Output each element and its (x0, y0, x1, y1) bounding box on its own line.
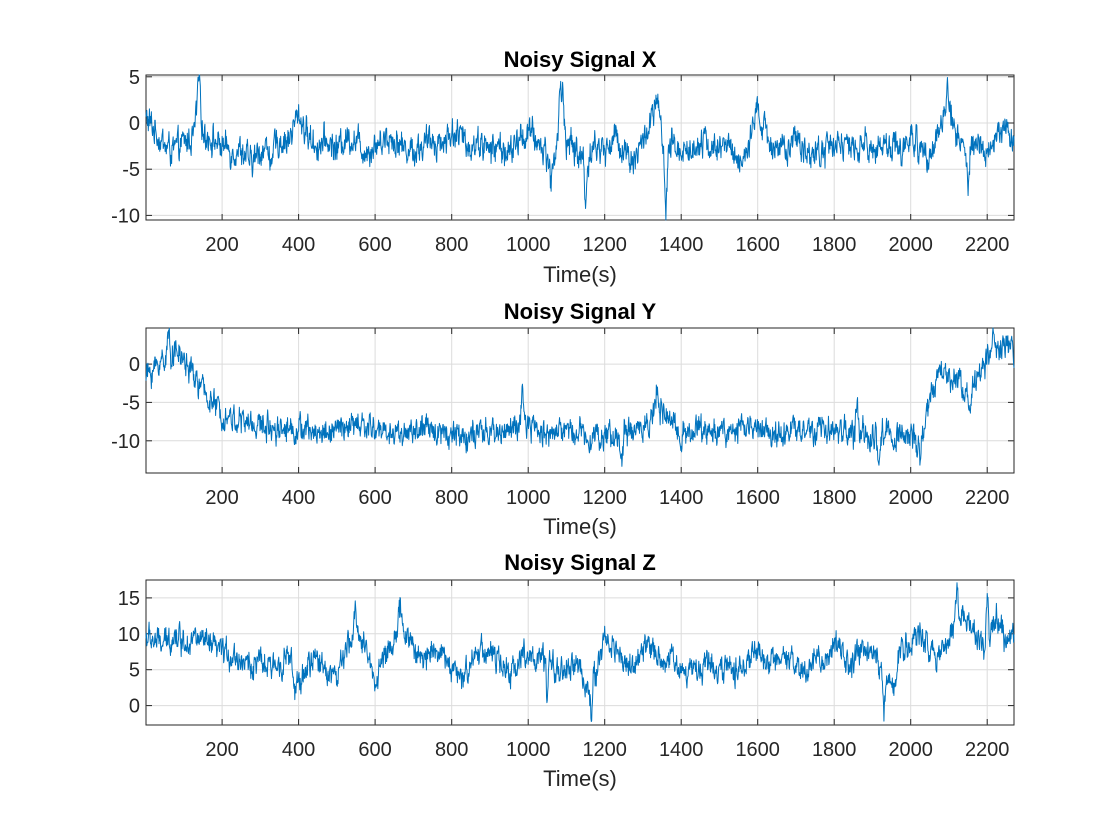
x-tick-label: 1800 (812, 739, 857, 761)
x-tick-label: 400 (282, 487, 315, 509)
x-tick-label: 200 (205, 739, 238, 761)
subplot-title-x: Noisy Signal X (504, 47, 657, 72)
x-tick-label: 1400 (659, 234, 704, 256)
x-tick-label: 2000 (888, 234, 933, 256)
subplot-y: 200 400 600 800 1000 1200 1400 1600 1800 2000 2200… (111, 299, 1015, 539)
y-tick-label: -10 (111, 431, 140, 453)
subplot-title-y: Noisy Signal Y (504, 299, 657, 324)
x-tick-label: 800 (435, 487, 468, 509)
y-tick-label: -5 (122, 392, 140, 414)
x-tick-label: 1800 (812, 487, 857, 509)
tick-marks (146, 580, 1014, 725)
y-tick-labels: 0 5 10 15 (118, 588, 140, 718)
x-tick-label: 2000 (888, 739, 933, 761)
x-tick-label: 1600 (735, 487, 780, 509)
y-tick-label: 10 (118, 624, 140, 646)
grid (146, 580, 1014, 725)
x-axis-label-z: Time(s) (543, 766, 617, 791)
subplot-x: 200 400 600 800 1000 1200 1400 1600 1800 2000 2200… (111, 47, 1015, 287)
subplot-z: 200 400 600 800 1000 1200 1400 1600 1800 2000 2200… (118, 550, 1015, 791)
grid (146, 75, 1014, 220)
y-tick-labels: -10 -5 0 5 (111, 67, 140, 228)
x-tick-label: 1600 (735, 739, 780, 761)
y-tick-label: -5 (122, 159, 140, 181)
x-tick-label: 1600 (735, 234, 780, 256)
x-tick-label: 800 (435, 234, 468, 256)
x-tick-label: 400 (282, 234, 315, 256)
signal-y-line (145, 327, 1015, 467)
y-tick-label: 0 (129, 354, 140, 376)
x-tick-label: 2200 (965, 234, 1010, 256)
grid (146, 328, 1014, 473)
x-tick-label: 1200 (582, 487, 627, 509)
signal-z-line (145, 582, 1015, 722)
signal-x-line (145, 74, 1015, 221)
y-tick-labels: -10 -5 0 (111, 354, 140, 453)
x-tick-label: 1000 (506, 487, 551, 509)
x-tick-label: 1200 (582, 739, 627, 761)
x-tick-label: 600 (358, 739, 391, 761)
x-tick-label: 1200 (582, 234, 627, 256)
y-tick-label: 15 (118, 588, 140, 610)
x-tick-label: 200 (205, 234, 238, 256)
x-axis-label-y: Time(s) (543, 514, 617, 539)
x-tick-label: 1400 (659, 487, 704, 509)
x-tick-label: 1000 (506, 739, 551, 761)
x-tick-labels: 200 400 600 800 1000 1200 1400 1600 1800 2000 2200 (205, 739, 1009, 761)
y-tick-label: -10 (111, 205, 140, 227)
x-tick-label: 2200 (965, 487, 1010, 509)
x-tick-labels: 200 400 600 800 1000 1200 1400 1600 1800 2000 2200 (205, 487, 1009, 509)
y-tick-label: 0 (129, 113, 140, 135)
y-tick-label: 5 (129, 660, 140, 682)
x-tick-label: 1400 (659, 739, 704, 761)
x-tick-label: 200 (205, 487, 238, 509)
plot-area (145, 327, 1015, 474)
y-tick-label: 0 (129, 696, 140, 718)
x-tick-label: 1800 (812, 234, 857, 256)
subplot-title-z: Noisy Signal Z (504, 550, 656, 575)
x-tick-label: 600 (358, 487, 391, 509)
x-tick-label: 600 (358, 234, 391, 256)
x-tick-label: 400 (282, 739, 315, 761)
x-tick-label: 2000 (888, 487, 933, 509)
x-tick-label: 800 (435, 739, 468, 761)
x-tick-labels: 200 400 600 800 1000 1200 1400 1600 1800 2000 2200 (205, 234, 1009, 256)
tick-marks (146, 75, 1014, 220)
tick-marks (146, 328, 1014, 473)
x-tick-label: 2200 (965, 739, 1010, 761)
x-tick-label: 1000 (506, 234, 551, 256)
x-axis-label-x: Time(s) (543, 262, 617, 287)
y-tick-label: 5 (129, 67, 140, 89)
